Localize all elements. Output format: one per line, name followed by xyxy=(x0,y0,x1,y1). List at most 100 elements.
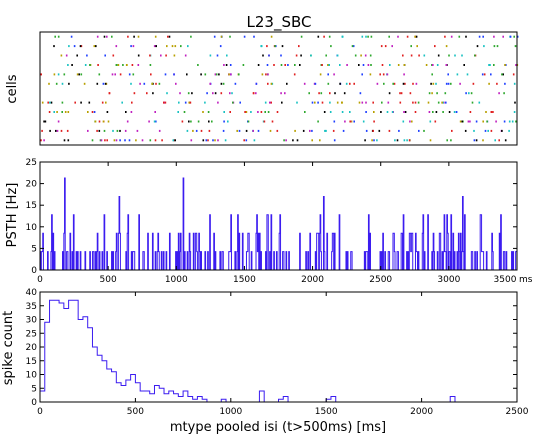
isi-frame xyxy=(39,291,518,403)
spike-mark xyxy=(414,101,417,104)
spike-mark xyxy=(112,129,114,132)
spike-mark xyxy=(478,35,481,38)
spike-mark xyxy=(149,139,152,142)
spike-mark xyxy=(41,129,43,132)
spike-mark xyxy=(418,54,420,57)
spike-mark xyxy=(209,54,212,57)
spike-mark xyxy=(154,139,157,142)
spike-mark xyxy=(116,129,119,132)
spike-mark xyxy=(361,101,364,104)
spike-mark xyxy=(292,139,294,142)
spike-mark xyxy=(351,45,354,48)
isi-plot xyxy=(39,299,517,403)
spike-mark xyxy=(257,129,260,132)
spike-mark xyxy=(280,54,282,57)
spike-mark xyxy=(443,101,445,104)
spike-mark xyxy=(402,120,405,123)
spike-mark xyxy=(309,129,311,132)
spike-mark xyxy=(178,101,180,104)
spike-mark xyxy=(365,101,367,104)
spike-mark xyxy=(197,120,200,123)
spike-mark xyxy=(87,111,89,113)
spike-mark xyxy=(126,64,128,66)
spike-mark xyxy=(482,120,484,123)
spike-mark xyxy=(436,64,439,66)
spike-mark xyxy=(408,139,411,142)
spike-mark xyxy=(273,64,275,66)
psth-xtick-label: 3500 xyxy=(494,275,517,285)
spike-mark xyxy=(158,129,161,132)
spike-mark xyxy=(488,64,490,66)
isi-xtick-label: 500 xyxy=(127,407,144,417)
spike-mark xyxy=(243,35,246,38)
raster-spikes xyxy=(40,35,519,142)
spike-mark xyxy=(503,92,505,95)
spike-mark xyxy=(223,120,225,123)
isi-ytick-label: 35 xyxy=(26,302,37,312)
spike-mark xyxy=(135,139,137,142)
spike-mark xyxy=(188,120,190,123)
spike-mark xyxy=(446,139,448,142)
spike-mark xyxy=(255,82,258,85)
spike-mark xyxy=(328,35,331,38)
spike-mark xyxy=(238,129,241,132)
spike-mark xyxy=(387,101,390,104)
psth-xtick-label: 500 xyxy=(100,275,117,285)
spike-mark xyxy=(329,111,332,113)
spike-mark xyxy=(317,101,319,104)
spike-mark xyxy=(431,73,433,76)
spike-mark xyxy=(319,139,321,142)
spike-mark xyxy=(253,139,256,142)
spike-mark xyxy=(219,45,222,48)
spike-mark xyxy=(319,73,322,76)
spike-mark xyxy=(353,120,355,123)
psth-plot xyxy=(39,177,518,271)
spike-mark xyxy=(508,129,510,132)
spike-mark xyxy=(415,35,418,38)
spike-mark xyxy=(207,111,210,113)
spike-mark xyxy=(234,82,237,85)
spike-mark xyxy=(333,120,336,123)
spike-mark xyxy=(70,35,73,38)
spike-mark xyxy=(236,129,238,132)
spike-mark xyxy=(381,101,383,104)
spike-mark xyxy=(67,111,70,113)
spike-mark xyxy=(445,45,448,48)
spike-mark xyxy=(470,92,473,95)
spike-mark xyxy=(53,111,55,113)
spike-mark xyxy=(152,92,154,95)
spike-mark xyxy=(294,64,296,66)
spike-mark xyxy=(137,54,140,57)
spike-mark xyxy=(393,82,396,85)
psth-xtick-label: 2000 xyxy=(301,275,324,285)
spike-mark xyxy=(410,54,413,57)
spike-mark xyxy=(339,82,341,85)
spike-mark xyxy=(115,64,118,66)
spike-mark xyxy=(117,64,120,66)
isi-ytick-label: 20 xyxy=(26,343,38,353)
spike-mark xyxy=(402,54,404,57)
spike-mark xyxy=(349,111,351,113)
spike-mark xyxy=(432,111,434,113)
spike-mark xyxy=(132,45,135,48)
spike-mark xyxy=(78,73,80,76)
psth-xtick-label: 1500 xyxy=(233,275,256,285)
spike-mark xyxy=(149,64,152,66)
spike-mark xyxy=(482,139,484,142)
isi-ticks: 0 5 10 15 20 25 30 35 40 0 500 1000 1500 2000 2500 xyxy=(26,288,529,417)
spike-mark xyxy=(513,111,516,113)
spike-mark xyxy=(493,35,495,38)
spike-mark xyxy=(121,101,123,104)
spike-mark xyxy=(411,120,413,123)
spike-mark xyxy=(131,64,134,66)
spike-mark xyxy=(204,73,207,76)
spike-mark xyxy=(423,129,425,132)
spike-mark xyxy=(202,139,205,142)
spike-mark xyxy=(399,101,402,104)
spike-mark xyxy=(429,120,432,123)
spike-mark xyxy=(384,45,387,48)
spike-mark xyxy=(158,82,161,85)
spike-mark xyxy=(53,73,56,76)
spike-mark xyxy=(257,64,260,66)
spike-mark xyxy=(179,92,181,95)
